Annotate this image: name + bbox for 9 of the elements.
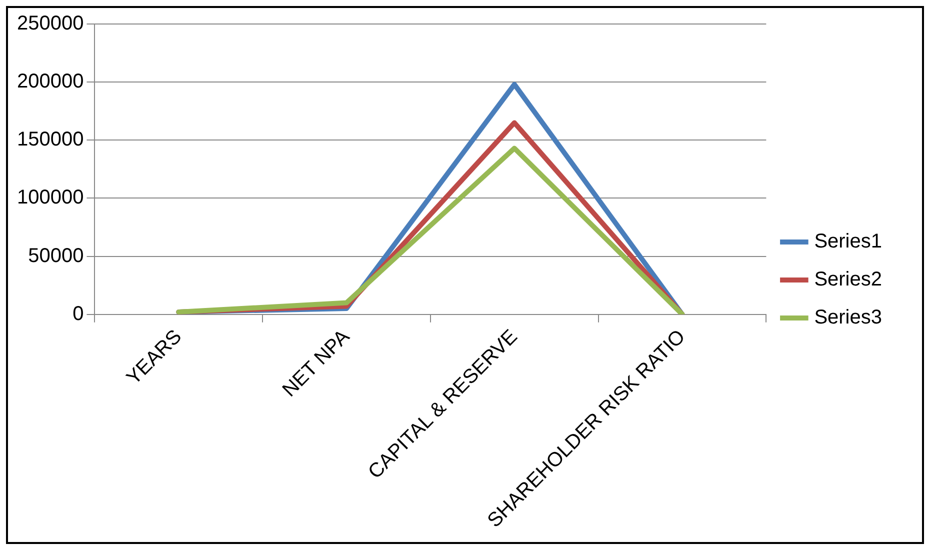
legend-label: Series1: [814, 230, 882, 253]
y-tick-label: 200000: [16, 70, 84, 93]
legend-label: Series3: [814, 306, 882, 329]
legend-label: Series2: [814, 268, 882, 291]
y-tick-label: 100000: [16, 186, 84, 209]
y-tick-label: 250000: [16, 12, 84, 35]
y-tick-label: 150000: [16, 128, 84, 151]
y-tick-label: 0: [72, 302, 84, 325]
y-tick-label: 50000: [28, 244, 84, 267]
